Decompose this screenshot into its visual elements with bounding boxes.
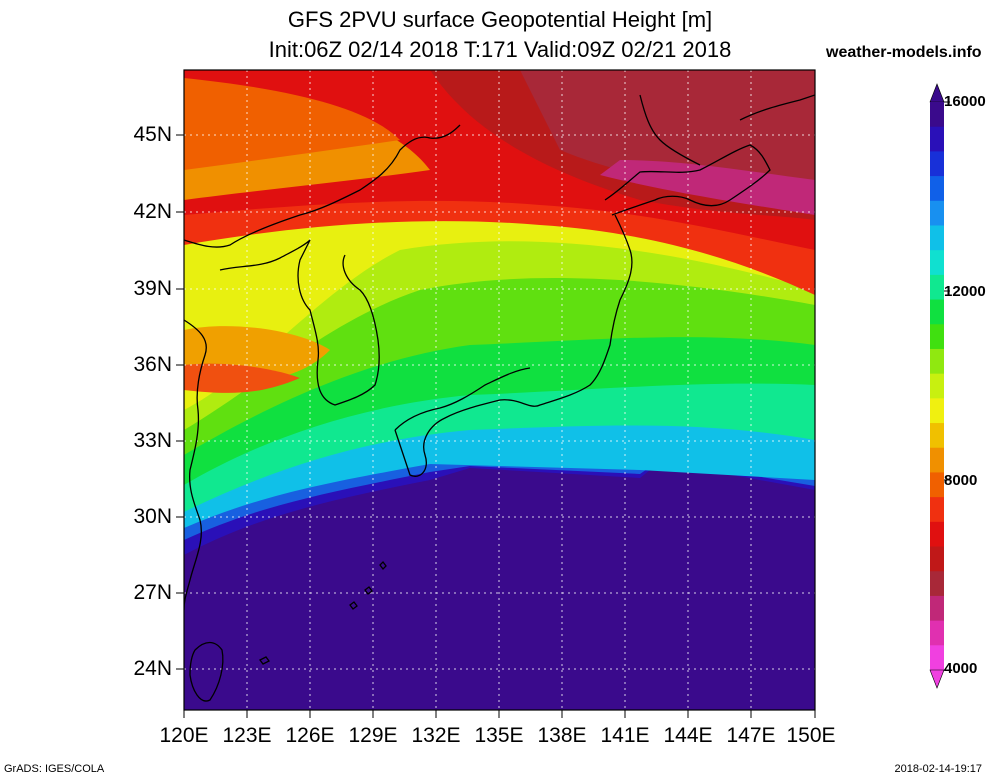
footer-credit: GrADS: IGES/COLA bbox=[4, 763, 105, 775]
lon-label-120e: 120E bbox=[159, 724, 209, 747]
site-label: weather-models.info bbox=[826, 44, 982, 61]
lat-label-39n: 39N bbox=[133, 277, 172, 300]
lon-label-132e: 132E bbox=[411, 724, 461, 747]
colorbar-swatch bbox=[930, 645, 944, 671]
colorbar-swatch bbox=[930, 398, 944, 424]
colorbar-swatch bbox=[930, 497, 944, 523]
coastlines bbox=[184, 94, 815, 702]
colorbar-label-8000: 8000 bbox=[944, 472, 978, 489]
colorbar-swatch bbox=[930, 225, 944, 251]
colorbar-swatch bbox=[930, 546, 944, 572]
colorbar bbox=[929, 83, 950, 689]
lon-label-129e: 129E bbox=[348, 724, 398, 747]
lat-label-24n: 24N bbox=[133, 657, 172, 680]
grid-lines bbox=[184, 70, 815, 710]
colorbar-swatch bbox=[930, 299, 944, 325]
colorbar-swatch bbox=[930, 472, 944, 498]
colorbar-swatch bbox=[930, 595, 944, 622]
colorbar-swatch bbox=[930, 571, 944, 597]
map-subtitle: Init:06Z 02/14 2018 T:171 Valid:09Z 02/2… bbox=[268, 37, 732, 62]
colorbar-top-arrow bbox=[929, 83, 945, 103]
colorbar-swatch bbox=[930, 324, 944, 350]
colorbar-swatch bbox=[930, 447, 944, 473]
colorbar-bottom-arrow bbox=[929, 669, 945, 689]
lat-label-33n: 33N bbox=[133, 429, 172, 452]
footer-timestamp: 2018-02-14-19:17 bbox=[894, 763, 982, 775]
colorbar-swatch bbox=[930, 373, 944, 399]
colorbar-swatch bbox=[930, 274, 944, 301]
colorbar-swatch bbox=[930, 250, 944, 276]
colorbar-swatch bbox=[930, 126, 944, 152]
lon-label-126e: 126E bbox=[285, 724, 335, 747]
colorbar-swatch bbox=[930, 200, 944, 226]
lon-label-150e: 150E bbox=[786, 724, 836, 747]
lon-label-144e: 144E bbox=[663, 724, 713, 747]
colorbar-label-4000: 4000 bbox=[944, 660, 978, 677]
lat-label-30n: 30N bbox=[133, 505, 172, 528]
lat-label-45n: 45N bbox=[133, 123, 172, 146]
colorbar-swatch bbox=[930, 620, 944, 646]
lon-label-147e: 147E bbox=[726, 724, 776, 747]
lat-label-36n: 36N bbox=[133, 353, 172, 376]
colorbar-swatch bbox=[930, 348, 944, 375]
map-title: GFS 2PVU surface Geopotential Height [m] bbox=[287, 7, 713, 32]
lon-label-138e: 138E bbox=[537, 724, 587, 747]
lon-label-135e: 135E bbox=[474, 724, 524, 747]
lon-label-141e: 141E bbox=[600, 724, 650, 747]
colorbar-swatch bbox=[930, 521, 944, 548]
tick-marks bbox=[176, 134, 816, 718]
lat-label-27n: 27N bbox=[133, 581, 172, 604]
colorbar-swatch bbox=[930, 423, 944, 449]
colorbar-swatch bbox=[930, 151, 944, 177]
colorbar-label-12000: 12000 bbox=[944, 283, 986, 300]
colorbar-swatch bbox=[930, 102, 944, 128]
colorbar-label-16000: 16000 bbox=[944, 93, 986, 110]
lat-label-42n: 42N bbox=[133, 200, 172, 223]
colorbar-swatch bbox=[930, 176, 944, 202]
lon-label-123e: 123E bbox=[222, 724, 272, 747]
